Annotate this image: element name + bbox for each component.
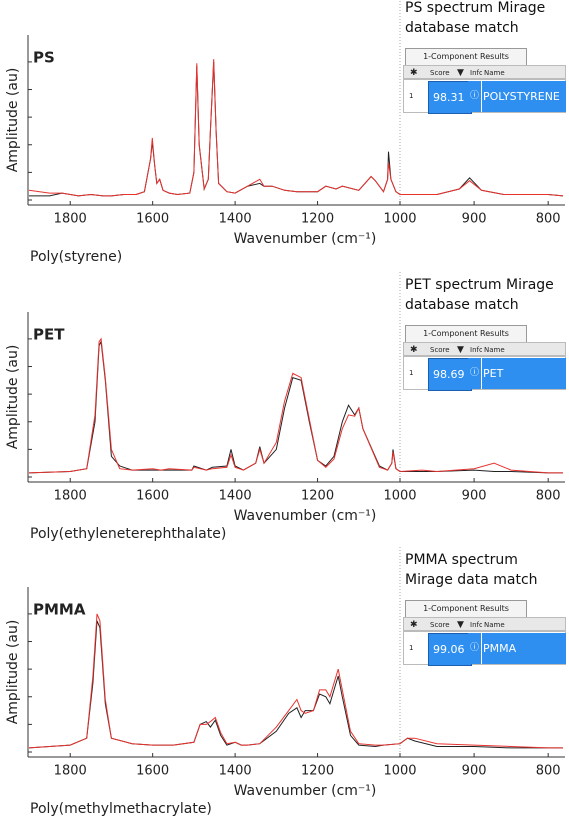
panel-title: PET [33,326,65,344]
x-tick-label: 800 [536,212,561,227]
annotation: PET spectrum Mirage database match [405,277,554,313]
x-tick-label: 1200 [301,212,334,227]
x-tick-label: 1400 [219,764,252,779]
caption: Poly(styrene) [30,249,122,265]
x-axis-label: Wavenumber (cm⁻¹) [234,231,377,247]
sort-arrow: ▼ [457,68,464,78]
x-tick-label: 800 [536,489,561,504]
panel-title: PMMA [33,601,86,619]
x-tick-label: 900 [462,764,487,779]
header-icon: ✱ [410,68,418,78]
sort-arrow: ▼ [457,345,464,355]
info-cell: ⓘ [468,633,481,664]
x-tick-label: 1000 [383,489,416,504]
name-cell: PMMA [482,633,566,664]
results-header: ✱ Score ▼ Info Name [403,342,566,356]
y-axis-label: Amplitude (au) [5,68,21,173]
x-axis-label: Wavenumber (cm⁻¹) [234,783,377,799]
results-row: 1 98.69 ⓘ PET [403,356,566,391]
column-header: Score [430,69,450,77]
column-header: Score [430,346,450,354]
name-cell: PET [482,358,566,389]
name-cell: POLYSTYRENE [482,81,566,112]
x-tick-label: 800 [536,764,561,779]
x-tick-label: 1800 [54,212,87,227]
annotation: PS spectrum Mirage database match [405,0,546,36]
x-tick-label: 1600 [136,489,169,504]
score-cell: 99.06 [428,633,472,666]
x-tick-label: 1800 [54,764,87,779]
spectrum-line [28,613,563,749]
caption: Poly(ethyleneterephthalate) [30,526,226,542]
panel-title: PS [33,49,55,67]
header-icon: ✱ [410,345,418,355]
header-icon: ✱ [410,620,418,630]
score-cell: 98.69 [428,358,472,391]
column-header: Name [484,346,505,354]
annotation: PMMA spectrum Mirage data match [405,552,538,588]
sort-arrow: ▼ [457,620,464,630]
column-header: Info [470,621,482,629]
info-cell: ⓘ [468,81,481,112]
column-header: Info [470,69,482,77]
rank: 1 [409,644,414,652]
rank: 1 [409,369,414,377]
x-tick-label: 900 [462,489,487,504]
column-header: Name [484,621,505,629]
x-tick-label: 1600 [136,764,169,779]
y-axis-label: Amplitude (au) [5,345,21,450]
x-tick-label: 1400 [219,212,252,227]
results-row: 1 99.06 ⓘ PMMA [403,631,566,666]
results-tab: 1-Component Results [405,48,527,65]
results-row: 1 98.31 ⓘ POLYSTYRENE [403,79,566,114]
x-tick-label: 1000 [383,764,416,779]
x-tick-label: 1800 [54,489,87,504]
x-tick-label: 1400 [219,489,252,504]
info-cell: ⓘ [468,358,481,389]
column-header: Score [430,621,450,629]
rank: 1 [409,92,414,100]
results-panel: 1-Component Results ✱ Score ▼ Info Name 1 99.06… [403,600,566,668]
results-header: ✱ Score ▼ Info Name [403,65,566,79]
results-tab: 1-Component Results [405,600,527,617]
y-axis-label: Amplitude (au) [5,620,21,725]
column-header: Info [470,346,482,354]
results-header: ✱ Score ▼ Info Name [403,617,566,631]
x-tick-label: 1600 [136,212,169,227]
spectrum-line [28,59,564,197]
results-tab: 1-Component Results [405,325,527,342]
x-axis-label: Wavenumber (cm⁻¹) [234,508,377,524]
x-tick-label: 900 [462,212,487,227]
x-tick-label: 1000 [383,212,416,227]
results-panel: 1-Component Results ✱ Score ▼ Info Name 1 98.69… [403,325,566,393]
caption: Poly(methylmethacrylate) [30,801,212,817]
column-header: Name [484,69,505,77]
score-cell: 98.31 [428,81,472,114]
x-tick-label: 1200 [301,764,334,779]
results-panel: 1-Component Results ✱ Score ▼ Info Name 1 98.31… [403,48,566,116]
x-tick-label: 1200 [301,489,334,504]
spectrum-line [28,337,563,474]
